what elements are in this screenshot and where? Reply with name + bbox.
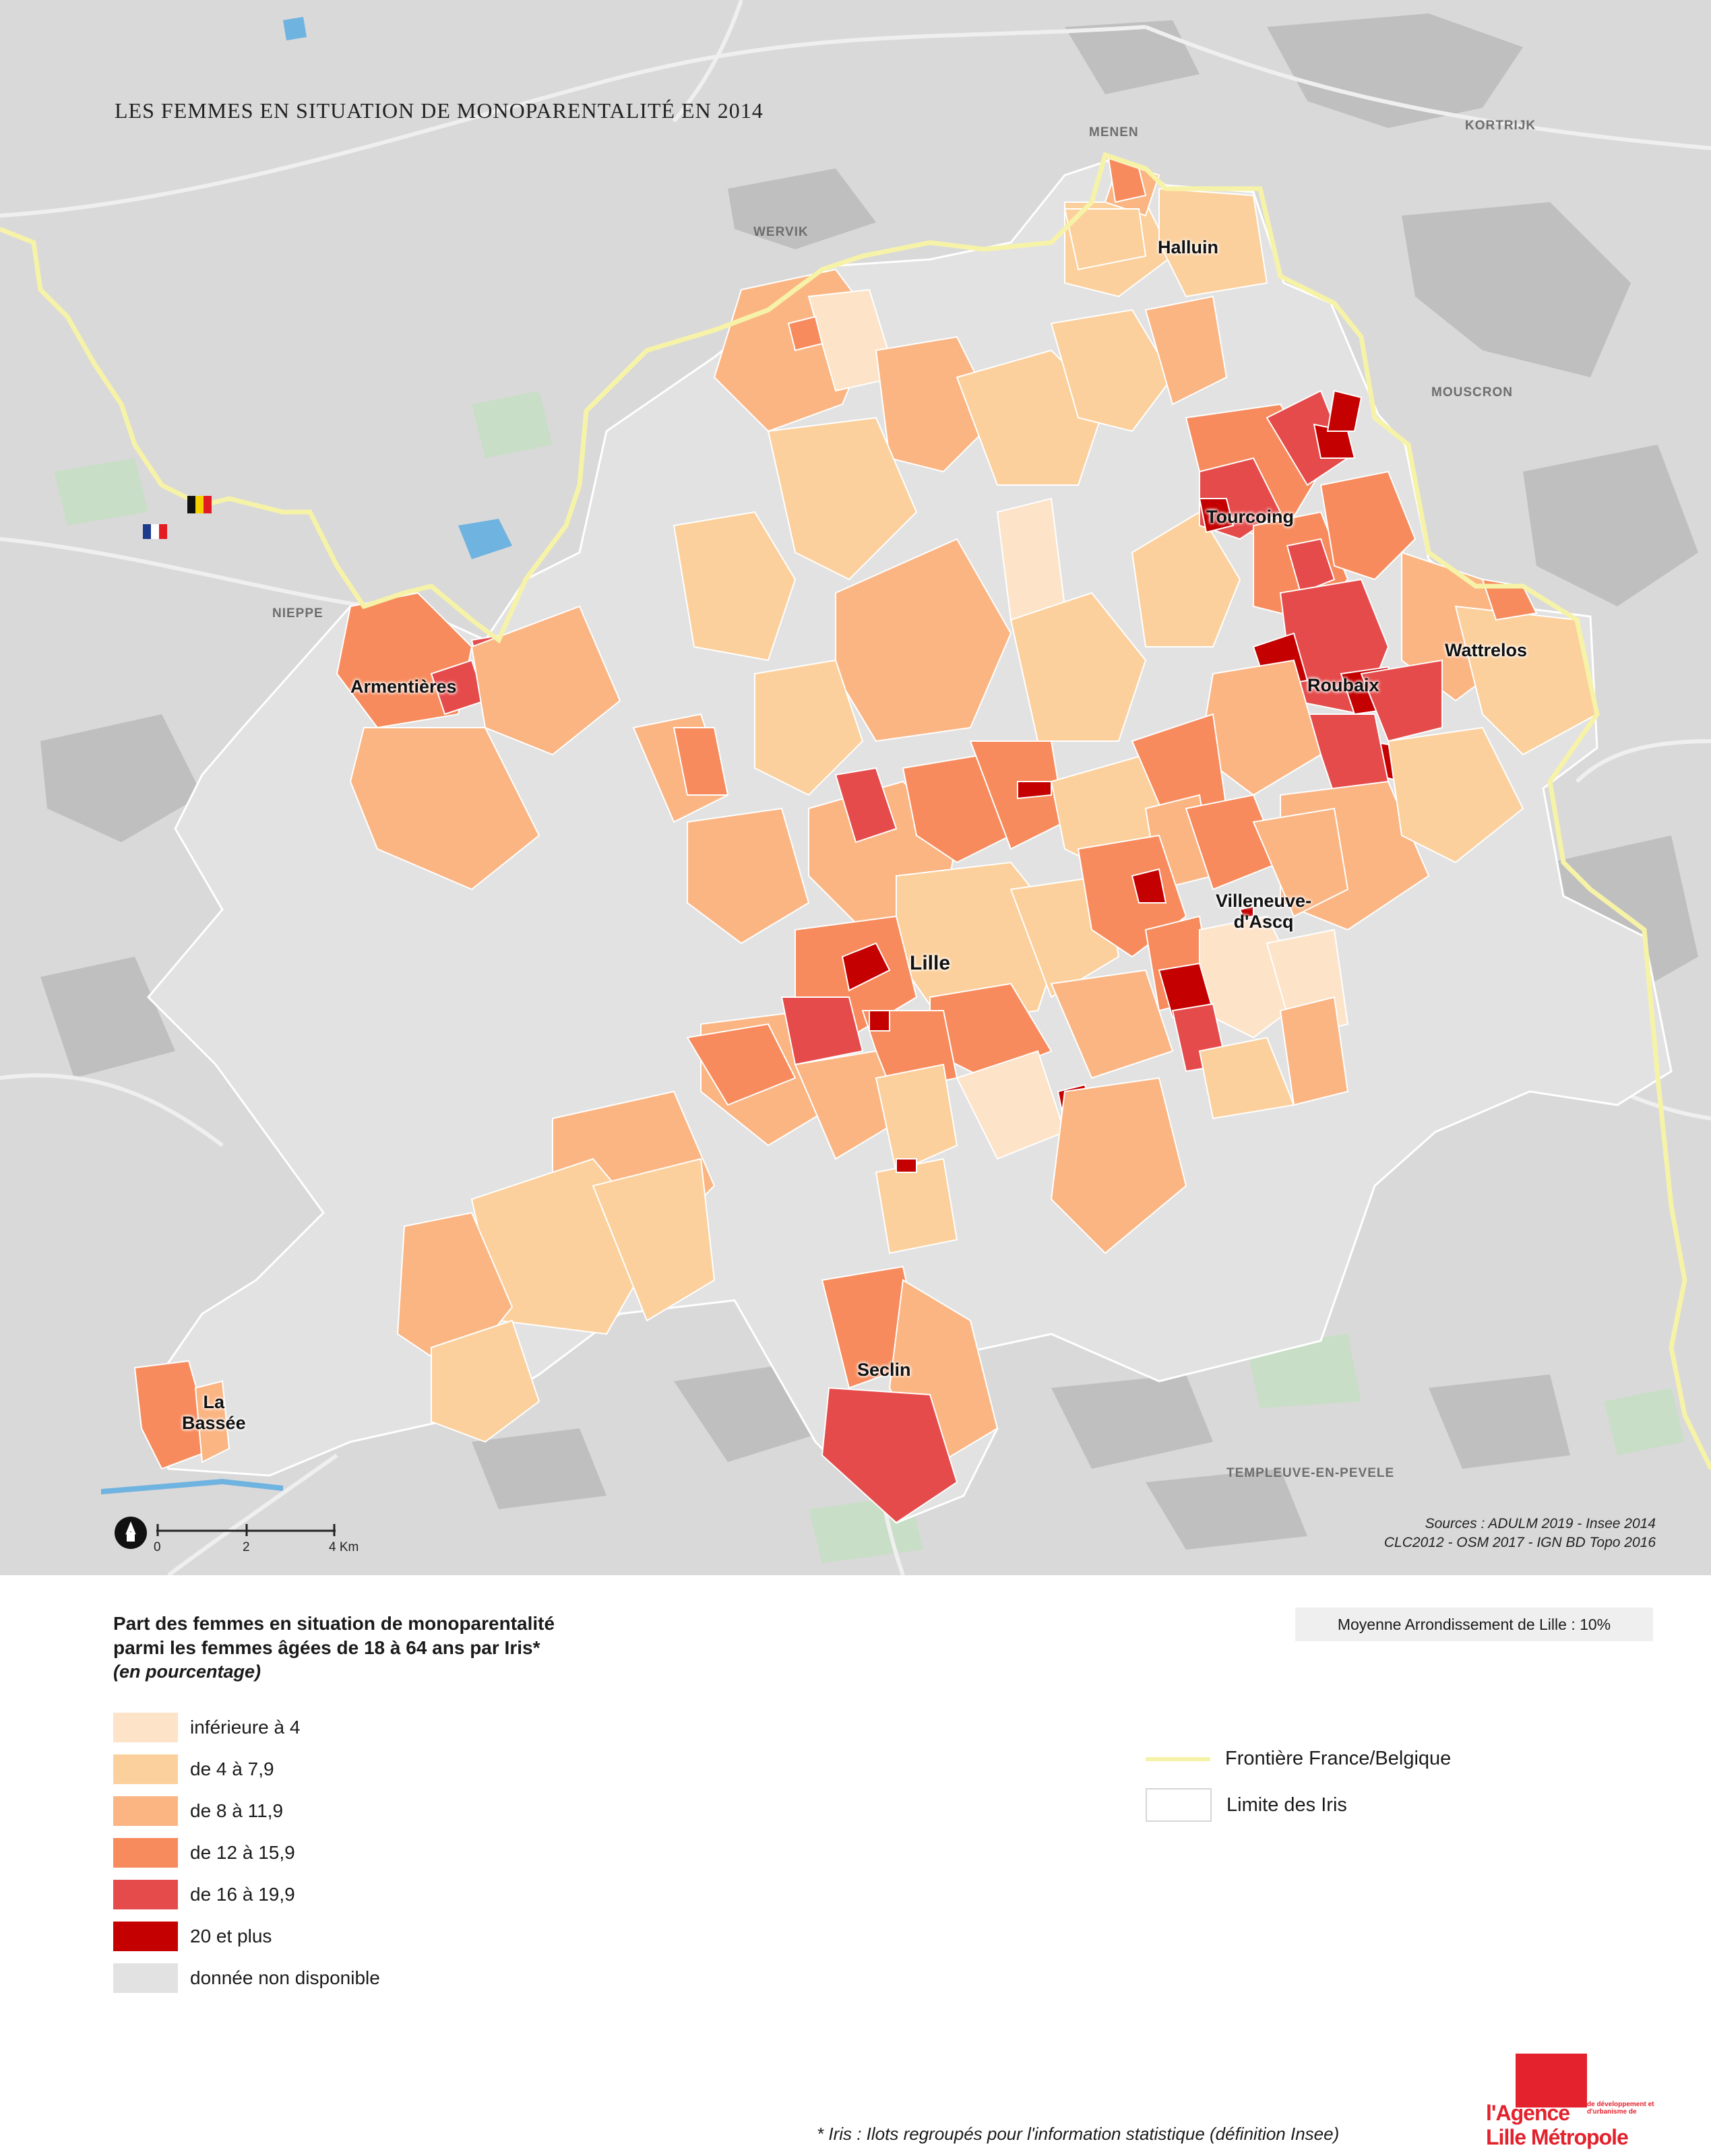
belgium-flag (187, 496, 212, 513)
city-label: Villeneuve- d'Ascq (1216, 891, 1312, 932)
map-panel: LES FEMMES EN SITUATION DE MONOPARENTALI… (0, 0, 1711, 1575)
city-label: Lille (910, 952, 951, 974)
iris-limit-symbol (1146, 1788, 1212, 1822)
footnote: * Iris : Ilots regroupés pour l'informat… (817, 2124, 1340, 2144)
city-label: Wattrelos (1445, 640, 1528, 660)
legend-label: de 4 à 7,9 (190, 1758, 274, 1779)
sources-line: Sources : ADULM 2019 - Insee 2014 (1425, 1516, 1656, 1531)
legend-swatch (113, 1754, 178, 1784)
logo-tagline: de développement et d'urbanisme de (1587, 2101, 1654, 2116)
legend-label: de 8 à 11,9 (190, 1800, 284, 1821)
legend-item: de 8 à 11,9 (113, 1795, 283, 1827)
france-flag (143, 524, 167, 539)
legend-line-label: Frontière France/Belgique (1225, 1748, 1452, 1769)
legend-item: de 4 à 7,9 (113, 1753, 274, 1785)
legend-label: de 16 à 19,9 (190, 1884, 295, 1905)
place-label: MENEN (1089, 125, 1139, 139)
place-label: TEMPLEUVE-EN-PEVELE (1226, 1466, 1395, 1480)
agency-logo: l'Agence de développement et d'urbanisme… (1486, 2054, 1675, 2149)
map-canvas (0, 0, 1711, 1575)
legend-swatch (113, 1713, 178, 1742)
legend-subtitle: (en pourcentage) (113, 1661, 261, 1682)
legend-swatch (113, 1963, 178, 1993)
city-label: La Bassée (182, 1392, 246, 1433)
logo-text: l'Agence (1486, 2101, 1570, 2125)
legend-line-item: Frontière France/Belgique (1146, 1748, 1451, 1770)
legend-label: 20 et plus (190, 1926, 272, 1946)
water-bodies (101, 17, 512, 1494)
france-belgium-border (0, 152, 1711, 1470)
urban-areas (40, 13, 1698, 1550)
scale-label: 2 (243, 1540, 250, 1554)
scale-bar (115, 1517, 336, 1549)
place-label: MOUSCRON (1431, 385, 1513, 400)
legend-swatch (113, 1922, 178, 1951)
legend-label: de 12 à 15,9 (190, 1842, 295, 1863)
legend-title: Part des femmes en situation de monopare… (113, 1613, 555, 1658)
place-label: KORTRIJK (1465, 119, 1536, 133)
place-label: NIEPPE (272, 606, 323, 621)
legend-item: de 12 à 15,9 (113, 1837, 295, 1869)
legend-item: inférieure à 4 (113, 1711, 300, 1744)
legend-swatch (113, 1796, 178, 1826)
average-box: Moyenne Arrondissement de Lille : 10% (1295, 1608, 1653, 1641)
legend-line-label: Limite des Iris (1226, 1794, 1347, 1816)
city-label: Seclin (857, 1360, 911, 1380)
legend-swatch (113, 1838, 178, 1868)
city-label: Armentières (350, 676, 457, 697)
sources-line: CLC2012 - OSM 2017 - IGN BD Topo 2016 (1383, 1535, 1656, 1550)
place-label: WERVIK (753, 225, 809, 239)
legend-label: inférieure à 4 (190, 1717, 301, 1738)
legend-item: donnée non disponible (113, 1962, 380, 1994)
map-title: LES FEMMES EN SITUATION DE MONOPARENTALI… (115, 98, 764, 123)
legend-item: de 16 à 19,9 (113, 1878, 295, 1911)
average-label: Moyenne Arrondissement de Lille : 10% (1337, 1615, 1611, 1633)
iris-polygons (133, 157, 1598, 1524)
city-label: Tourcoing (1206, 507, 1294, 527)
city-label: Halluin (1158, 237, 1219, 257)
legend-line-item: Limite des Iris (1146, 1788, 1347, 1822)
scale-label: 0 (154, 1540, 161, 1554)
legend-swatch (113, 1880, 178, 1909)
logo-text: Lille Métropole (1486, 2125, 1629, 2149)
city-label: Roubaix (1307, 675, 1379, 695)
map-sources: Sources : ADULM 2019 - Insee 2014 CLC201… (1384, 1515, 1656, 1552)
border-line-symbol (1146, 1756, 1210, 1761)
legend-item: 20 et plus (113, 1920, 272, 1953)
logo-block (1516, 2054, 1587, 2107)
scale-label: 4 Km (329, 1540, 359, 1554)
legend-label: donnée non disponible (190, 1967, 380, 1988)
